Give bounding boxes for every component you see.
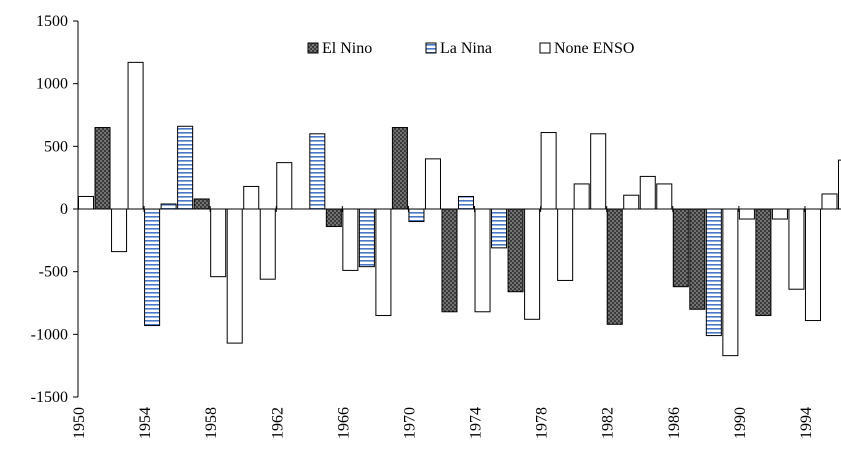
bar-el-nino-1965 — [325, 208, 342, 228]
bar-none-enso-1971 — [424, 158, 441, 210]
bar-none-enso-1979 — [557, 208, 574, 281]
bar-none-enso-1953 — [127, 61, 144, 210]
bar-la-nina-1967 — [358, 208, 375, 268]
bar-la-nina-1975 — [491, 208, 508, 249]
bar-none-enso-1960 — [243, 185, 260, 210]
bar-la-nina-1955 — [160, 203, 177, 210]
bar-none-enso-1968 — [375, 208, 392, 317]
bar-la-nina-1970 — [408, 208, 425, 223]
bar-el-nino-1991 — [755, 208, 772, 317]
bar-none-enso-1996 — [838, 159, 841, 210]
bar-la-nina-1954 — [144, 208, 161, 327]
legend-label-none-enso: None ENSO — [554, 40, 634, 57]
bar-none-enso-1978 — [540, 132, 557, 210]
y-tick-label: 1000 — [36, 76, 68, 93]
y-tick-label: 0 — [60, 201, 68, 218]
x-tick-label: 1966 — [335, 407, 352, 439]
x-tick-label: 1974 — [468, 407, 485, 439]
bar-none-enso-1984 — [639, 175, 656, 210]
bar-none-enso-1985 — [656, 183, 673, 210]
bar-none-enso-1994 — [804, 208, 821, 322]
bar-el-nino-1957 — [193, 198, 210, 210]
bar-el-nino-1972 — [441, 208, 458, 313]
x-tick-label: 1982 — [600, 407, 617, 439]
bar-none-enso-1992 — [771, 208, 788, 220]
x-tick-label: 1978 — [534, 407, 551, 439]
bar-none-enso-1993 — [788, 208, 805, 290]
legend-label-la-nina: La Nina — [440, 40, 492, 57]
bar-el-nino-1976 — [507, 208, 524, 293]
y-tick-label: -1500 — [31, 389, 68, 406]
legend-swatch-el-nino — [307, 42, 319, 54]
bar-none-enso-1995 — [821, 193, 838, 210]
x-tick-label: 1962 — [269, 407, 286, 439]
legend-label-el-nino: El Nino — [322, 40, 372, 57]
bar-el-nino-1982 — [606, 208, 623, 325]
bar-none-enso-1952 — [111, 208, 128, 253]
bar-el-nino-1969 — [391, 127, 408, 210]
bar-none-enso-1961 — [259, 208, 276, 280]
bar-none-enso-1974 — [474, 208, 491, 313]
bar-none-enso-1966 — [342, 208, 359, 271]
x-tick-label: 1994 — [798, 407, 815, 439]
bar-none-enso-1958 — [210, 208, 227, 278]
y-tick-label: -1000 — [31, 326, 68, 343]
y-tick-label: -500 — [39, 264, 68, 281]
bar-la-nina-1956 — [177, 125, 194, 210]
bar-la-nina-1988 — [705, 208, 722, 337]
bar-none-enso-1977 — [524, 208, 541, 320]
bar-la-nina-1964 — [309, 133, 326, 210]
x-tick-label: 1970 — [401, 407, 418, 439]
bar-none-enso-1980 — [573, 183, 590, 210]
bar-la-nina-1973 — [458, 195, 475, 210]
x-tick-label: 1954 — [137, 407, 154, 439]
bar-el-nino-1987 — [689, 208, 706, 310]
bar-none-enso-1989 — [722, 208, 739, 357]
x-tick-label: 1950 — [71, 407, 88, 439]
legend: El Nino La Nina None ENSO — [307, 40, 634, 57]
x-tick-label: 1986 — [666, 407, 683, 439]
legend-swatch-la-nina — [425, 42, 437, 54]
y-tick-label: 500 — [44, 138, 68, 155]
bar-none-enso-1959 — [226, 208, 243, 344]
bar-el-nino-1986 — [672, 208, 689, 288]
bar-none-enso-1990 — [738, 208, 755, 220]
bar-none-enso-1981 — [590, 133, 607, 210]
y-tick-label: 1500 — [36, 13, 68, 30]
bar-el-nino-1951 — [94, 127, 111, 210]
bar-none-enso-1962 — [276, 162, 293, 210]
bar-none-enso-1983 — [623, 194, 640, 210]
legend-swatch-none-enso — [539, 42, 551, 54]
bar-none-enso-1950 — [78, 195, 95, 210]
x-tick-label: 1958 — [203, 407, 220, 439]
x-tick-label: 1990 — [732, 407, 749, 439]
